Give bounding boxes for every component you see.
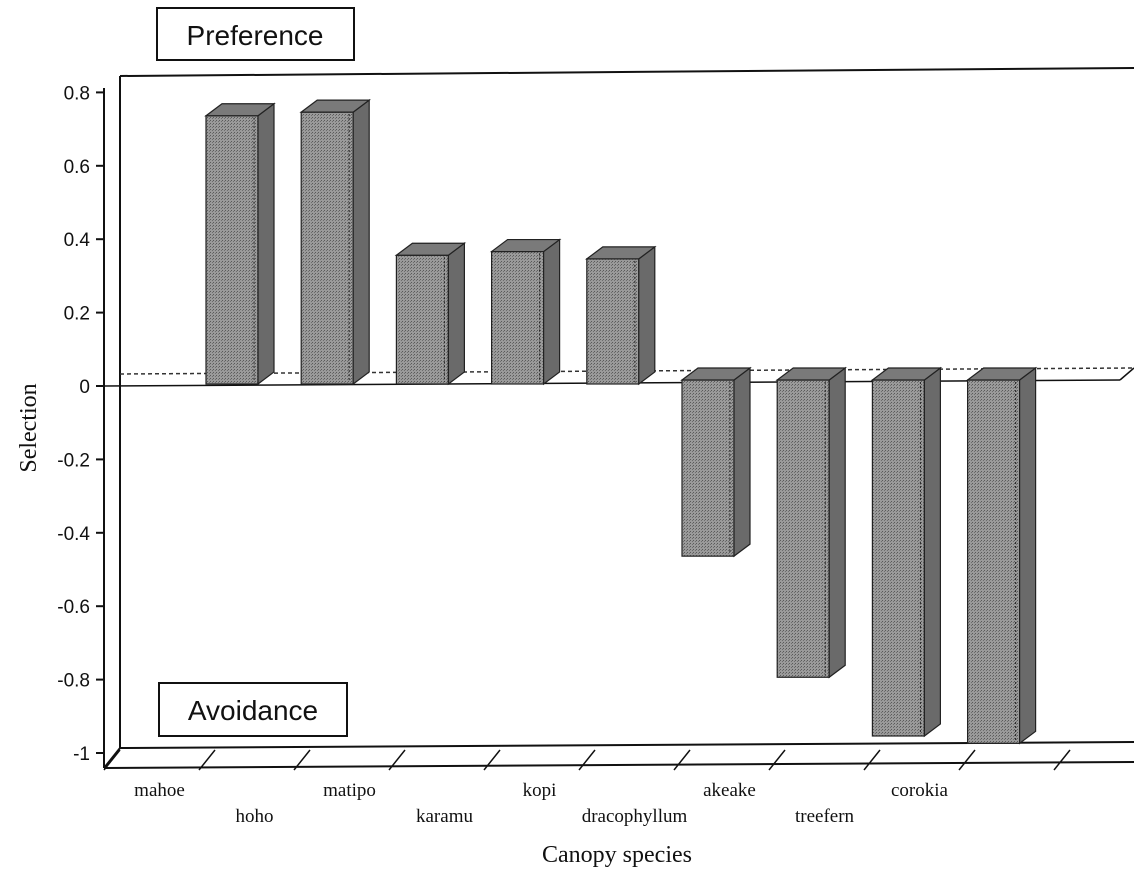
y-tick-label: 0 — [79, 377, 90, 398]
bar — [394, 242, 467, 386]
bar — [775, 366, 848, 679]
preference-box — [156, 7, 355, 61]
bar-top-face — [775, 367, 848, 381]
bar-front-face — [681, 379, 735, 557]
x-tick-label: matipo — [323, 780, 376, 801]
y-tick-label: -0.2 — [57, 450, 90, 471]
bar — [204, 102, 276, 386]
x-tick-label: treefern — [795, 806, 855, 827]
bar-side-face — [447, 242, 465, 386]
x-tick-mark — [198, 749, 216, 771]
zero-plane-right — [1119, 367, 1134, 381]
y-axis-ticks: 0.8 0.6 0.4 0.2 0 -0.2 -0.4 -0.6 -0.8 -1 — [57, 83, 104, 765]
bar-side-face — [828, 366, 846, 679]
y-tick-label: -0.8 — [57, 671, 90, 692]
floor-back-edge — [119, 741, 1134, 749]
x-tick-label: akeake — [703, 780, 756, 801]
bar — [870, 366, 943, 738]
y-tick-label: -0.6 — [57, 597, 90, 618]
floor-front-edge — [103, 761, 1134, 769]
preference-label: Preference — [187, 20, 324, 51]
bar-side-face — [638, 245, 656, 386]
y-tick-label: 0.2 — [64, 304, 90, 325]
x-tick-label: mahoe — [134, 780, 185, 801]
bar-side-face — [923, 366, 942, 738]
x-tick-label: dracophyllum — [582, 806, 688, 827]
x-tick-mark — [958, 749, 976, 771]
y-tick-label: 0.6 — [64, 157, 90, 178]
x-axis-title: Canopy species — [542, 842, 692, 868]
bar-side-face — [542, 238, 561, 386]
bar — [489, 238, 562, 386]
x-tick-mark — [863, 749, 881, 771]
bar — [299, 98, 372, 386]
plot-frame — [103, 67, 1134, 769]
floor-left-edge — [103, 747, 121, 769]
y-tick-label: -0.4 — [57, 524, 90, 545]
bar — [680, 366, 752, 558]
bar-top-face — [680, 367, 752, 381]
bar-top-face — [584, 246, 657, 260]
x-tick-mark — [578, 749, 596, 771]
bar-side-face — [1018, 366, 1037, 745]
bar-top-face — [965, 367, 1038, 381]
x-tick-label: corokia — [891, 780, 949, 801]
x-tick-mark — [1053, 749, 1071, 771]
bar-front-face — [966, 379, 1021, 744]
bar — [965, 366, 1038, 745]
bar-front-face — [395, 254, 449, 385]
y-tick-label: -1 — [73, 744, 90, 765]
x-tick-mark — [768, 749, 786, 771]
x-tick-mark — [673, 749, 691, 771]
bar-front-face — [300, 111, 354, 385]
bar-front-face — [871, 379, 926, 737]
y-axis-title: Selection — [16, 383, 42, 472]
bars — [204, 98, 1038, 745]
avoidance-box — [158, 682, 348, 737]
bar-side-face — [352, 98, 370, 386]
back-wall-top-edge — [119, 67, 1134, 77]
bar-top-face — [870, 367, 943, 381]
x-tick-mark — [293, 749, 311, 771]
bar-side-face — [257, 102, 275, 386]
bar-front-face — [776, 379, 830, 678]
avoidance-label: Avoidance — [188, 695, 318, 726]
x-axis-categories: mahoe hoho matipo karamu kopi dracophyllum ake… — [103, 749, 1071, 827]
x-tick-label: hoho — [236, 806, 274, 827]
x-tick-mark — [103, 749, 121, 771]
bar — [584, 245, 657, 386]
bar-side-face — [733, 366, 751, 558]
x-tick-label: karamu — [416, 806, 473, 827]
y-tick-label: 0.8 — [64, 83, 90, 104]
bar-front-face — [491, 250, 545, 385]
x-tick-label: kopi — [523, 780, 557, 801]
bar-top-face — [204, 103, 276, 117]
x-tick-mark — [388, 749, 406, 771]
bar-front-face — [586, 258, 640, 385]
bar-top-face — [489, 238, 562, 253]
y-tick-label: 0.4 — [64, 230, 91, 251]
bar-front-face — [205, 115, 259, 385]
bar-top-face — [299, 99, 372, 113]
bar-top-face — [394, 242, 467, 256]
x-tick-mark — [483, 749, 501, 771]
